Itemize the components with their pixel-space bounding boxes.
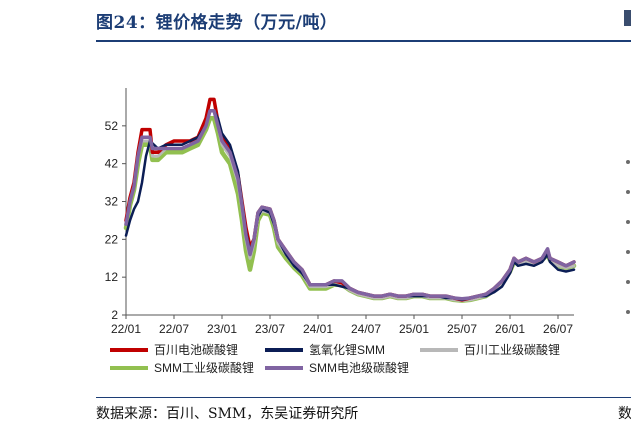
legend-label: SMM电池级碳酸锂 <box>309 360 409 375</box>
x-tick-label: 22/07 <box>159 322 189 336</box>
chart-legend: 百川电池碳酸锂 氢氧化锂SMM 百川工业级碳酸锂 SMM工业级碳酸锂 SMM电池级碳酸锂 <box>110 342 560 375</box>
y-tick-label: 12 <box>105 270 119 284</box>
y-tick-label: 32 <box>105 195 119 209</box>
legend-label: 氢氧化锂SMM <box>309 342 385 357</box>
lithium-price-chart: 2 12 22 32 42 52 22/01 22/07 23/01 23/07 24/01 24/0… <box>105 88 577 375</box>
y-tick-label: 42 <box>105 157 119 171</box>
x-tick-label: 26/07 <box>543 322 573 336</box>
x-tick-label: 25/07 <box>447 322 477 336</box>
source-rule <box>96 397 631 398</box>
legend-label: SMM工业级碳酸锂 <box>154 360 254 375</box>
chart-axes: 2 12 22 32 42 52 22/01 22/07 23/01 23/07 24/01 24/0… <box>105 88 574 336</box>
x-tick-label: 23/07 <box>255 322 285 336</box>
legend-label: 百川电池碳酸锂 <box>154 342 238 357</box>
x-tick-label: 24/01 <box>303 322 333 336</box>
page-edge-dots <box>626 160 631 320</box>
y-tick-label: 22 <box>105 232 119 246</box>
chart-series-layer <box>123 97 577 303</box>
x-tick-label: 25/01 <box>399 322 429 336</box>
y-tick-label: 52 <box>105 119 119 133</box>
series-line <box>124 97 576 302</box>
x-tick-label: 26/01 <box>495 322 525 336</box>
figure-title: 图24：锂价格走势（万元/吨） <box>96 13 338 33</box>
legend-label: 百川工业级碳酸锂 <box>464 342 560 357</box>
source-note: 数据来源：百川、SMM，东吴证券研究所 <box>96 406 359 422</box>
x-tick-label: 23/01 <box>207 322 237 336</box>
title-rule <box>96 40 631 42</box>
page-edge-text: 数 <box>618 406 631 422</box>
series-line <box>124 108 576 301</box>
y-tick-label: 2 <box>111 308 118 322</box>
x-tick-label: 22/01 <box>111 322 141 336</box>
page-edge-mark <box>624 10 631 26</box>
x-tick-label: 24/07 <box>351 322 381 336</box>
